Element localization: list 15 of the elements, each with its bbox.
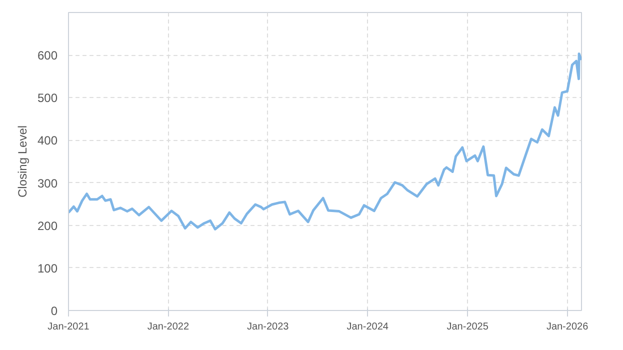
x-tick-label: Jan-2023 — [247, 322, 290, 332]
y-tick-label: 200 — [37, 218, 58, 233]
x-tick-label: Jan-2025 — [446, 322, 489, 332]
y-tick-label: 300 — [37, 176, 58, 190]
x-tick-label: Jan-2021 — [48, 322, 90, 332]
line-series — [68, 52, 582, 230]
x-tick-label: Jan-2024 — [346, 322, 389, 332]
y-tick-label: 500 — [37, 91, 58, 106]
y-tick-label: 600 — [37, 48, 58, 63]
y-axis-title: Closing Level — [15, 125, 30, 198]
y-tick-label: 0 — [50, 304, 58, 318]
y-tick-label: 100 — [37, 261, 58, 276]
y-tick-label: 400 — [37, 134, 58, 148]
x-tick-label: Jan-2022 — [147, 322, 190, 332]
x-tick-label: Jan-2026 — [546, 322, 589, 332]
